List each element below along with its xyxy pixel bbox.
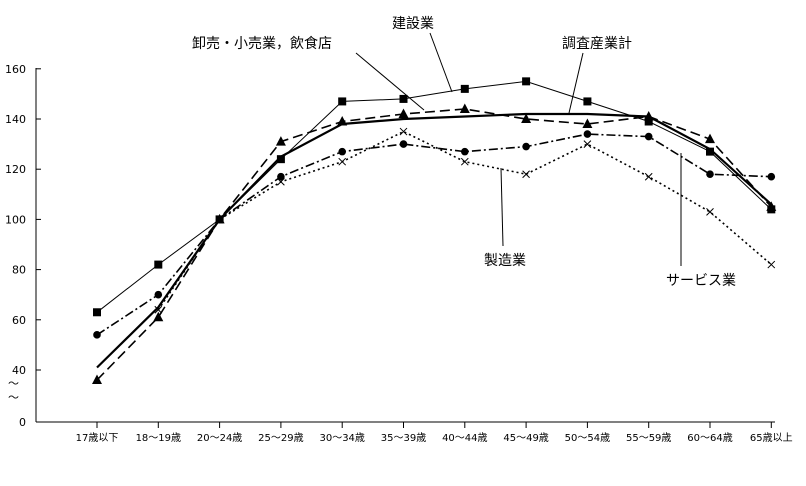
series-2-label: 調査産業計 (562, 36, 632, 52)
series-1-point (582, 118, 593, 129)
axis-break-symbol: ～ (8, 377, 19, 390)
x-tick-label: 55～59歳 (626, 432, 671, 444)
series-1-point (153, 311, 164, 322)
x-tick-label: 65歳以上 (750, 432, 793, 444)
series-3-point (93, 331, 101, 339)
x-marker-stroke (644, 172, 653, 181)
y-tick-label: 140 (5, 113, 26, 126)
series-1-label: 卸売・小売業，飲食店 (192, 35, 332, 52)
x-tick-label: 45～49歳 (503, 432, 548, 444)
series-layer (96, 80, 773, 381)
series-4-point (277, 177, 285, 186)
series-4-point (460, 157, 469, 166)
series-0-point (644, 117, 653, 126)
series-0-point (583, 97, 592, 106)
x-tick-label: 35～39歳 (381, 432, 426, 444)
series-3-label: 製造業 (484, 253, 526, 269)
series-3-point (154, 290, 163, 299)
x-tick-label: 25～29歳 (258, 432, 303, 444)
x-marker-stroke (522, 170, 530, 179)
series-1-point (643, 110, 654, 121)
series-3-point (583, 130, 592, 138)
series-2-leader-line (568, 52, 584, 114)
series-4-point (644, 172, 653, 181)
x-tick-label: 17歳以下 (76, 432, 119, 444)
series-1-point (275, 136, 286, 146)
series-4-point (399, 127, 408, 136)
x-tick-label: 50～54歳 (565, 432, 610, 444)
series-3-point (277, 172, 285, 181)
axes: 0 40 60 80 100 120 140 160 ～～ 17歳以下 18～19歳 20～24歳 25… (5, 63, 793, 444)
x-marker-stroke (460, 157, 469, 166)
y-tick-label: 0 (19, 416, 26, 429)
series-0-point (338, 97, 347, 106)
series-4-point (215, 215, 224, 224)
series-1-leader-line (355, 52, 425, 111)
x-tick-label: 18～19歳 (136, 432, 181, 444)
series-3-point (461, 147, 469, 156)
series-3-point (706, 170, 714, 179)
x-marker-stroke (706, 208, 714, 216)
axis-break-symbol: ～ (8, 391, 19, 404)
series-0-point (93, 308, 101, 317)
y-tick-label: 80 (12, 264, 26, 277)
series-0-point (706, 147, 714, 156)
series-1-point (705, 133, 715, 144)
series-0-leader-line (429, 32, 453, 93)
series-0-point (276, 155, 285, 164)
series-3-point (338, 147, 347, 156)
series-4-point (522, 170, 530, 179)
series-3-point (522, 142, 530, 151)
series-1-point (398, 108, 409, 118)
series-4-point (338, 157, 347, 166)
series-1-point (766, 201, 777, 211)
marker-layer (92, 77, 777, 385)
y-tick-label: 40 (12, 364, 26, 377)
y-tick-label: 160 (5, 63, 26, 76)
y-tick-label: 60 (12, 314, 26, 327)
x-marker-stroke (215, 215, 224, 224)
series-0-point (399, 94, 408, 103)
series-1-point (337, 116, 348, 126)
x-tick-label: 30～34歳 (319, 432, 364, 444)
series-3-point (767, 172, 776, 181)
x-tick-label: 40～44歳 (442, 432, 487, 444)
x-marker-stroke (583, 140, 592, 148)
series-0-point (522, 77, 531, 86)
y-tick-label: 100 (5, 213, 26, 226)
series-1-point (521, 113, 532, 123)
series-4-point (767, 260, 776, 269)
series-0-point (154, 260, 163, 269)
series-4-line (157, 130, 772, 311)
series-3-leader-line (500, 167, 504, 247)
x-marker-stroke (277, 177, 285, 186)
series-4-point (706, 208, 714, 216)
x-marker-stroke (399, 127, 408, 136)
series-4-point (583, 140, 592, 148)
series-0-label: 建設業 (392, 16, 434, 32)
x-marker-stroke (154, 305, 163, 314)
series-3-line (96, 133, 772, 336)
x-marker-stroke (338, 157, 347, 166)
x-tick-label: 20～24歳 (197, 432, 242, 444)
y-tick-label: 120 (5, 163, 26, 176)
series-4-label: サービス業 (666, 273, 736, 289)
series-1-point (92, 374, 102, 385)
series-1-point (459, 103, 470, 113)
series-0-point (460, 84, 469, 93)
series-0-line (96, 80, 772, 313)
x-marker-stroke (767, 260, 776, 269)
series-2-line (96, 112, 773, 369)
series-4-point (154, 305, 163, 314)
series-3-point (644, 132, 653, 141)
series-3-point (399, 140, 408, 148)
x-tick-label: 60～64歳 (687, 432, 732, 444)
